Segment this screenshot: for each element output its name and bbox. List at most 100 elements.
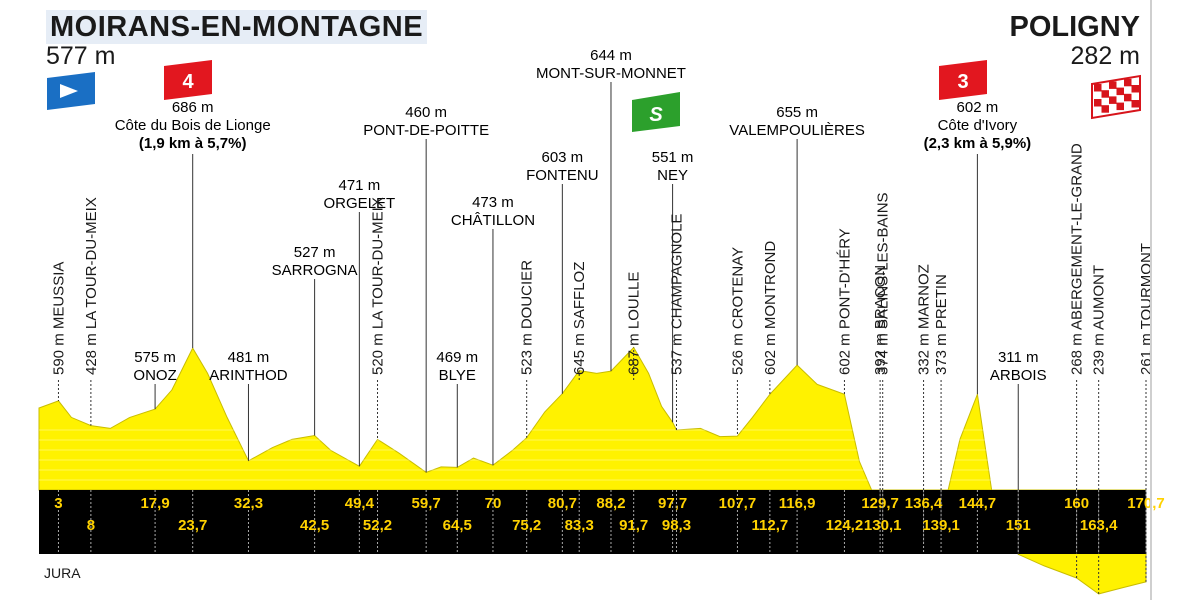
start-town-name: MOIRANS-EN-MONTAGNE <box>46 10 428 44</box>
waypoint-name: ORGELET <box>324 195 396 212</box>
km-marker: 59,7 <box>412 495 441 512</box>
finish-town-name: POLIGNY <box>1009 11 1140 43</box>
waypoint-name: VALEMPOULIÈRES <box>729 122 865 139</box>
waypoint-name: BLYE <box>439 367 476 384</box>
waypoint-label-text: 645 m SAFFLOZ <box>571 262 588 375</box>
km-marker: 107,7 <box>719 495 757 512</box>
finish-flag-check <box>1124 93 1132 102</box>
finish-altitude: 282 m <box>1070 42 1140 70</box>
waypoint-altitude: 686 m <box>172 99 214 116</box>
waypoint-label-text: 687 m LOULLE <box>626 272 643 375</box>
waypoint-label-text: 392 m BRACON <box>872 265 889 375</box>
waypoint-label-text: 526 m CROTENAY <box>729 247 746 375</box>
km-marker: 124,2 <box>826 517 864 534</box>
start-altitude: 577 m <box>46 42 116 70</box>
km-marker: 49,4 <box>345 495 375 512</box>
waypoint-label: 526 m CROTENAY <box>729 247 746 437</box>
region-label: JURA <box>44 565 81 581</box>
waypoint-label: 239 m AUMONT <box>1091 265 1108 594</box>
waypoint-name: ONOZ <box>133 367 176 384</box>
km-marker: 139,1 <box>922 517 960 534</box>
finish-flag-check <box>1131 100 1139 108</box>
climb-category-badge: 4 <box>164 60 212 100</box>
waypoint-name: Côte d'Ivory <box>938 117 1018 134</box>
km-marker: 80,7 <box>548 495 577 512</box>
sprint-letter: S <box>649 104 663 126</box>
waypoint-label-text: 523 m DOUCIER <box>519 260 536 375</box>
km-marker: 52,2 <box>363 517 392 534</box>
km-marker: 17,9 <box>140 495 169 512</box>
km-marker: 32,3 <box>234 495 263 512</box>
waypoint-label: 590 m MEUSSIA <box>50 262 67 401</box>
finish-flag-check <box>1101 90 1109 98</box>
waypoint-name: SARROGNA <box>272 262 358 279</box>
waypoint-label: 537 m CHAMPAGNOLE <box>668 214 685 430</box>
km-marker: 129,7 <box>861 495 899 512</box>
km-marker: 64,5 <box>443 517 472 534</box>
waypoint-label: 373 m PRETIN <box>933 274 950 521</box>
km-marker: 130,1 <box>864 517 902 534</box>
waypoint-label-text: 428 m LA TOUR-DU-MEIX <box>83 197 100 375</box>
climb-category-number: 3 <box>957 71 968 93</box>
km-marker: 116,9 <box>779 495 816 512</box>
waypoint-name: FONTENU <box>526 167 599 184</box>
waypoint-altitude: 644 m <box>590 47 632 64</box>
km-marker: 144,7 <box>959 495 997 512</box>
km-marker: 151 <box>1006 517 1031 534</box>
waypoint-name: NEY <box>657 167 688 184</box>
waypoint-label-text: 602 m PONT-D'HÉRY <box>836 228 853 375</box>
climb-details: (1,9 km à 5,7%) <box>139 135 247 152</box>
finish-flag-check <box>1101 105 1109 113</box>
play-icon <box>60 84 78 98</box>
waypoint-name: CHÂTILLON <box>451 212 535 229</box>
sprint-badge-shape <box>632 92 680 132</box>
waypoint-label-text: 261 m TOURMONT <box>1138 243 1155 375</box>
waypoint-label: 268 m ABERGEMENT-LE-GRAND <box>1069 143 1086 578</box>
km-marker: 91,7 <box>619 517 648 534</box>
waypoint-label: 687 m LOULLE <box>626 272 643 380</box>
waypoint-name: Côte du Bois de Lionge <box>115 117 271 134</box>
km-marker: 23,7 <box>178 517 207 534</box>
waypoint-label-text: 268 m ABERGEMENT-LE-GRAND <box>1069 143 1086 375</box>
waypoint-label: 523 m DOUCIER <box>519 260 536 438</box>
waypoint-altitude: 469 m <box>436 349 478 366</box>
km-marker: 75,2 <box>512 517 541 534</box>
waypoint-label-text: 374 m SALINS-LES-BAINS <box>875 192 892 375</box>
waypoint-altitude: 655 m <box>776 104 818 121</box>
waypoint-label: 520 m LA TOUR-DU-MEIX <box>370 197 387 440</box>
waypoint-label: 602 m MONTROND <box>762 241 779 395</box>
waypoint-label: 602 m PONT-D'HÉRY <box>836 228 853 395</box>
finish-flag-check <box>1094 84 1102 92</box>
waypoint-altitude: 473 m <box>472 194 514 211</box>
finish-flag-check <box>1131 85 1139 93</box>
waypoint-altitude: 575 m <box>134 349 176 366</box>
finish-flag-check <box>1109 81 1117 89</box>
km-marker: 88,2 <box>596 495 625 512</box>
waypoint-altitude: 603 m <box>541 149 583 166</box>
km-marker: 163,4 <box>1080 517 1118 534</box>
climb-category-number: 4 <box>182 71 194 93</box>
waypoint-name: PONT-DE-POITTE <box>363 122 489 139</box>
km-marker: 70 <box>485 495 502 512</box>
km-marker: 136,4 <box>905 495 943 512</box>
finish-flag-check <box>1116 87 1124 96</box>
waypoint-altitude: 481 m <box>228 349 270 366</box>
waypoint-label-text: 537 m CHAMPAGNOLE <box>668 214 685 375</box>
climb-category-badge: 3 <box>939 60 987 100</box>
km-marker: 97,7 <box>658 495 687 512</box>
climb-details: (2,3 km à 5,9%) <box>924 135 1032 152</box>
profile-area <box>38 346 1147 595</box>
waypoint-altitude: 311 m <box>998 349 1039 366</box>
